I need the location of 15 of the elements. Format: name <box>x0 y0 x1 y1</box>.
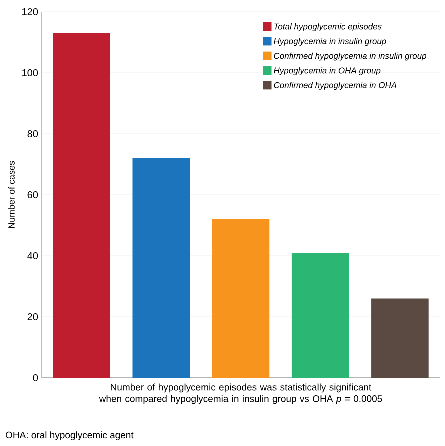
y-tick-label: 80 <box>28 130 38 138</box>
text: OHA: oral hypoglycemic agent <box>6 432 134 440</box>
legend-label: Confirmed hypoglycemia in OHA <box>274 82 397 90</box>
y-tick-label: 60 <box>28 191 38 199</box>
y-axis-title: Number of cases <box>8 161 15 228</box>
x-axis-title: Number of hypoglycemic episodes was statistically significant when compared hypoglycemia in insulin group vs OHA p = 0.0005 <box>99 384 382 404</box>
legend-label: Hypoglycemia in insulin group <box>274 38 386 46</box>
y-tick-label: 120 <box>22 8 38 16</box>
y-tick-label: 20 <box>28 313 38 321</box>
legend-label: Confirmed hypoglycemia in insulin group <box>274 52 427 61</box>
y-tick-label: 100 <box>22 69 38 77</box>
legend-label: Total hypoglycemic episodes <box>274 24 382 32</box>
y-tick-label: 0 <box>33 374 38 382</box>
y-tick-label: 40 <box>28 252 38 260</box>
legend-label: Hypoglycemia in OHA group <box>274 67 381 76</box>
